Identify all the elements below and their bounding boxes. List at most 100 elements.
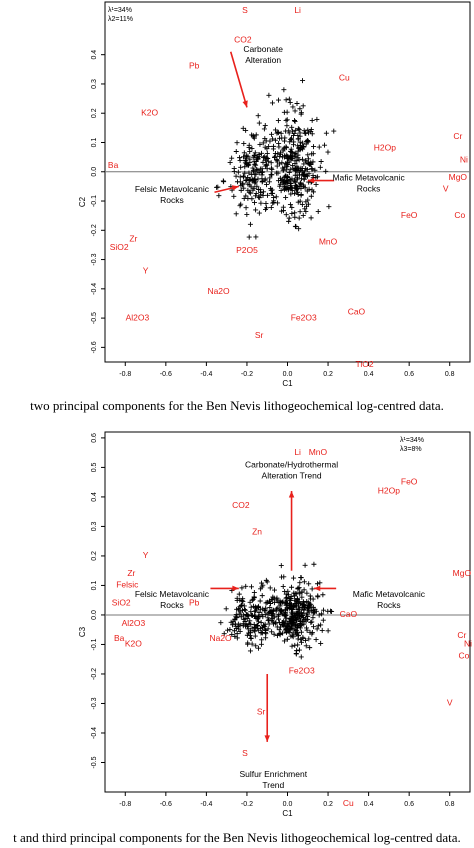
observation-point (271, 614, 277, 620)
observation-point (227, 627, 233, 633)
observation-point (310, 172, 316, 178)
observation-point (234, 140, 240, 146)
observation-point (233, 173, 239, 179)
variable-label: Li (294, 5, 301, 15)
observation-point (263, 600, 269, 606)
observation-point (245, 153, 251, 159)
observation-point (288, 146, 294, 152)
observation-point (243, 193, 249, 199)
observation-point (252, 161, 258, 167)
observation-point (237, 622, 243, 628)
observation-point (225, 627, 231, 633)
trend-arrow-head (313, 585, 321, 592)
observation-point (245, 640, 251, 646)
observation-point (291, 139, 297, 145)
annotation-line: Sulfur Enrichment (240, 769, 308, 779)
observation-point (243, 127, 249, 133)
observation-point (232, 633, 238, 639)
annotation-line: Rocks (357, 184, 381, 194)
observation-point (262, 621, 268, 627)
x-tick-label: -0.2 (241, 371, 253, 378)
observation-points (214, 78, 337, 240)
observation-point (279, 160, 285, 166)
observation-point (250, 133, 256, 139)
observation-point (275, 613, 281, 619)
observation-point (299, 140, 305, 146)
observation-point (309, 117, 315, 123)
observation-point (282, 613, 288, 619)
observation-point (299, 618, 305, 624)
observation-point (234, 635, 240, 641)
observation-point (293, 150, 299, 156)
observation-point (284, 117, 290, 123)
x-tick-label: 0.0 (283, 371, 293, 378)
observation-point (254, 183, 260, 189)
observation-point (253, 193, 259, 199)
observation-point (266, 609, 272, 615)
observation-point (256, 170, 262, 176)
observation-point (295, 642, 301, 648)
observation-point (286, 592, 292, 598)
observation-point (296, 183, 302, 189)
observation-point (259, 612, 265, 618)
annotation-text: Felsic Metavolcanic Rocks (135, 589, 210, 610)
observation-point (251, 185, 257, 191)
observation-point (284, 159, 290, 165)
observation-point (259, 150, 265, 156)
observation-point (311, 624, 317, 630)
observation-point (237, 157, 243, 163)
observation-point (294, 164, 300, 170)
observation-point (259, 637, 265, 643)
observation-point (291, 604, 297, 610)
observation-point (292, 177, 298, 183)
observation-point (256, 210, 262, 216)
x-tick-label: 0.0 (283, 801, 293, 808)
observation-point (265, 156, 271, 162)
observation-point (300, 634, 306, 640)
observation-point (271, 587, 277, 593)
observation-point (310, 604, 316, 610)
observation-point (253, 171, 259, 177)
variable-label: H2Op (378, 485, 400, 495)
observation-point (258, 641, 264, 647)
observation-point (282, 607, 288, 613)
observation-point (229, 155, 235, 161)
observation-point (283, 181, 289, 187)
observation-point (283, 128, 289, 134)
observation-point (285, 178, 291, 184)
observation-point (254, 166, 260, 172)
observation-point (291, 617, 297, 623)
annotation-line: Felsic Metavolcanic (135, 589, 210, 599)
observation-point (265, 158, 271, 164)
observation-point (286, 96, 292, 102)
observation-point (331, 128, 337, 134)
y-axis-label: C3 (78, 626, 87, 637)
x-tick-label: -0.2 (241, 801, 253, 808)
observation-point (301, 176, 307, 182)
observation-point (280, 167, 286, 173)
x-tick-label: 0.8 (445, 371, 455, 378)
observation-point (248, 184, 254, 190)
observation-point (275, 118, 281, 124)
observation-point (285, 628, 291, 634)
variable-label: Fe2O3 (291, 312, 317, 322)
variable-label: SiO2 (112, 597, 131, 607)
observation-point (238, 187, 244, 193)
variable-label: Cr (453, 131, 462, 141)
variable-label: Felsic (116, 580, 139, 590)
observation-point (296, 615, 302, 621)
observation-point (245, 626, 251, 632)
observation-point (272, 137, 278, 143)
observation-point (303, 199, 309, 205)
observation-point (302, 206, 308, 212)
observation-point (305, 139, 311, 145)
observation-point (281, 87, 287, 93)
observation-point (247, 618, 253, 624)
observation-point (268, 601, 274, 607)
observation-point (254, 625, 260, 631)
observation-point (290, 612, 296, 618)
observation-point (246, 234, 252, 240)
observation-point (299, 201, 305, 207)
observation-point (246, 144, 252, 150)
observation-point (306, 602, 312, 608)
